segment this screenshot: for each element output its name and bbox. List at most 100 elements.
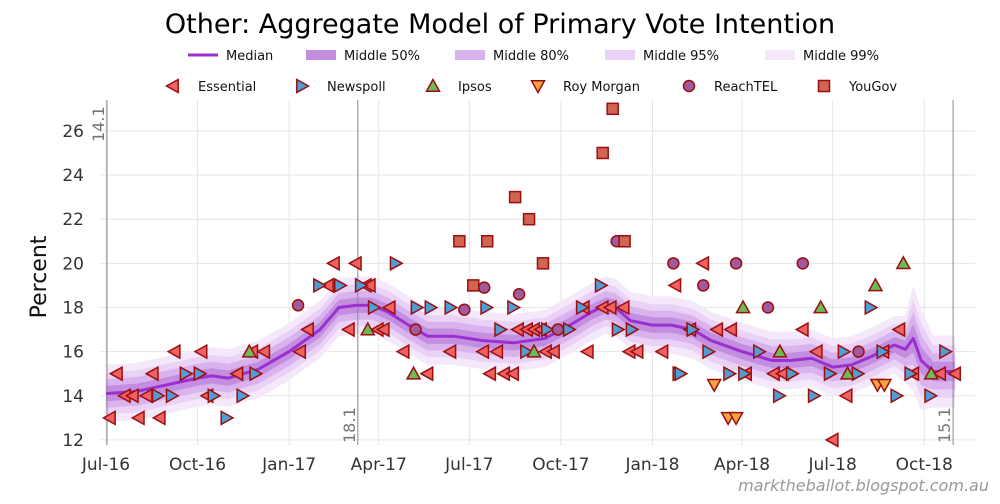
y-tick-label: 20 — [62, 254, 84, 274]
poll-point-newspoll — [723, 365, 738, 382]
plot-area: 14.1 18.1 15.1 — [89, 100, 975, 448]
legend: Median Middle 50% Middle 80% Middle 95% Midd… — [164, 49, 897, 95]
legend-swatch-band — [306, 50, 336, 60]
poll-point-newspoll — [702, 343, 717, 360]
poll-point-essential — [375, 321, 390, 338]
poll-point-newspoll — [785, 365, 800, 382]
x-tick-label: Jul-18 — [808, 455, 857, 475]
poll-point-essential — [166, 343, 181, 360]
poll-point-essential — [723, 321, 738, 338]
reference-lines: 14.1 18.1 15.1 — [89, 100, 954, 445]
poll-point-essential — [144, 365, 159, 382]
poll-point-newspoll — [520, 343, 535, 360]
poll-point-essential — [505, 365, 520, 382]
x-tick-label: Jan-17 — [261, 455, 316, 475]
legend-label: Middle 50% — [344, 49, 420, 64]
band-middle-50- — [106, 297, 956, 402]
y-tick-label: 24 — [62, 166, 84, 186]
poll-point-newspoll — [494, 321, 509, 338]
reference-line-label: 14.1 — [89, 106, 108, 142]
x-tick-label: Oct-16 — [169, 455, 226, 475]
poll-point-reachtel — [458, 303, 471, 316]
x-tick-label: Apr-18 — [714, 455, 770, 475]
poll-point-newspoll — [876, 343, 891, 360]
band-middle-80- — [106, 290, 956, 408]
poll-point-newspoll — [611, 321, 626, 338]
x-tick-label: Oct-17 — [532, 455, 589, 475]
poll-point-reachtel — [409, 323, 422, 336]
poll-point-essential — [838, 388, 853, 404]
legend-label: Middle 95% — [643, 49, 719, 64]
legend-marker-essential — [164, 78, 179, 94]
poll-point-reachtel — [852, 345, 865, 358]
poll-point-roy-morgan — [876, 378, 893, 393]
poll-point-newspoll — [851, 365, 866, 382]
reference-line-label: 15.1 — [935, 407, 954, 443]
poll-point-yougov — [467, 279, 480, 292]
watermark: marktheballot.blogspot.com.au — [738, 476, 989, 495]
poll-points — [101, 102, 962, 448]
poll-point-essential — [108, 365, 123, 382]
poll-point-newspoll — [890, 388, 905, 404]
poll-point-reachtel — [761, 301, 775, 314]
poll-point-reachtel — [696, 279, 710, 292]
poll-point-newspoll — [249, 365, 264, 382]
x-tick-label: Jul-16 — [81, 455, 130, 475]
poll-point-reachtel — [729, 257, 743, 270]
poll-point-newspoll — [507, 299, 522, 316]
poll-point-essential — [151, 410, 166, 426]
poll-point-newspoll — [313, 277, 328, 294]
poll-point-essential — [340, 321, 355, 338]
poll-point-essential — [932, 365, 947, 382]
poll-point-yougov — [536, 257, 550, 270]
poll-point-essential — [325, 255, 340, 272]
reference-line-label: 18.1 — [340, 407, 359, 443]
poll-point-essential — [256, 343, 271, 360]
poll-point-essential — [824, 432, 839, 448]
legend-marker-yougov — [817, 79, 831, 93]
poll-point-ipsos — [812, 299, 829, 314]
poll-point-newspoll — [738, 365, 753, 382]
poll-point-newspoll — [207, 388, 222, 404]
median-line — [105, 303, 956, 396]
poll-point-ipsos — [526, 343, 542, 358]
legend-label: Median — [226, 49, 273, 64]
poll-point-newspoll — [480, 299, 495, 316]
poll-point-newspoll — [236, 388, 251, 404]
poll-point-yougov — [606, 102, 619, 116]
poll-point-newspoll — [179, 365, 194, 382]
poll-point-essential — [545, 343, 560, 360]
poll-point-newspoll — [837, 343, 852, 360]
poll-point-ipsos — [735, 299, 751, 314]
y-tick-label: 18 — [62, 298, 84, 318]
poll-point-essential — [947, 365, 962, 382]
poll-point-essential — [489, 343, 504, 360]
poll-point-essential — [229, 365, 244, 382]
poll-point-roy-morgan — [728, 411, 744, 426]
legend-swatch-band — [605, 50, 635, 60]
poll-point-newspoll — [410, 299, 425, 316]
poll-point-essential — [361, 277, 376, 294]
poll-point-newspoll — [864, 299, 879, 316]
legend-marker-reachtel — [682, 79, 696, 93]
x-tick-label: Jul-17 — [444, 455, 493, 475]
poll-point-reachtel — [512, 287, 526, 301]
poll-point-newspoll — [367, 299, 382, 316]
poll-point-yougov — [453, 235, 466, 248]
poll-point-essential — [709, 321, 724, 338]
poll-point-essential — [615, 299, 630, 316]
poll-point-newspoll — [389, 255, 404, 272]
poll-point-essential — [419, 365, 434, 382]
poll-point-newspoll — [193, 365, 208, 382]
poll-point-reachtel — [551, 323, 565, 336]
poll-point-newspoll — [924, 388, 939, 404]
poll-point-newspoll — [541, 321, 556, 338]
poll-point-essential — [667, 277, 682, 294]
poll-point-essential — [629, 343, 644, 360]
x-tick-label: Apr-17 — [351, 455, 407, 475]
legend-label: Essential — [198, 80, 256, 95]
poll-point-newspoll — [333, 277, 348, 294]
y-tick-label: 12 — [62, 431, 84, 451]
poll-point-essential — [794, 321, 809, 338]
